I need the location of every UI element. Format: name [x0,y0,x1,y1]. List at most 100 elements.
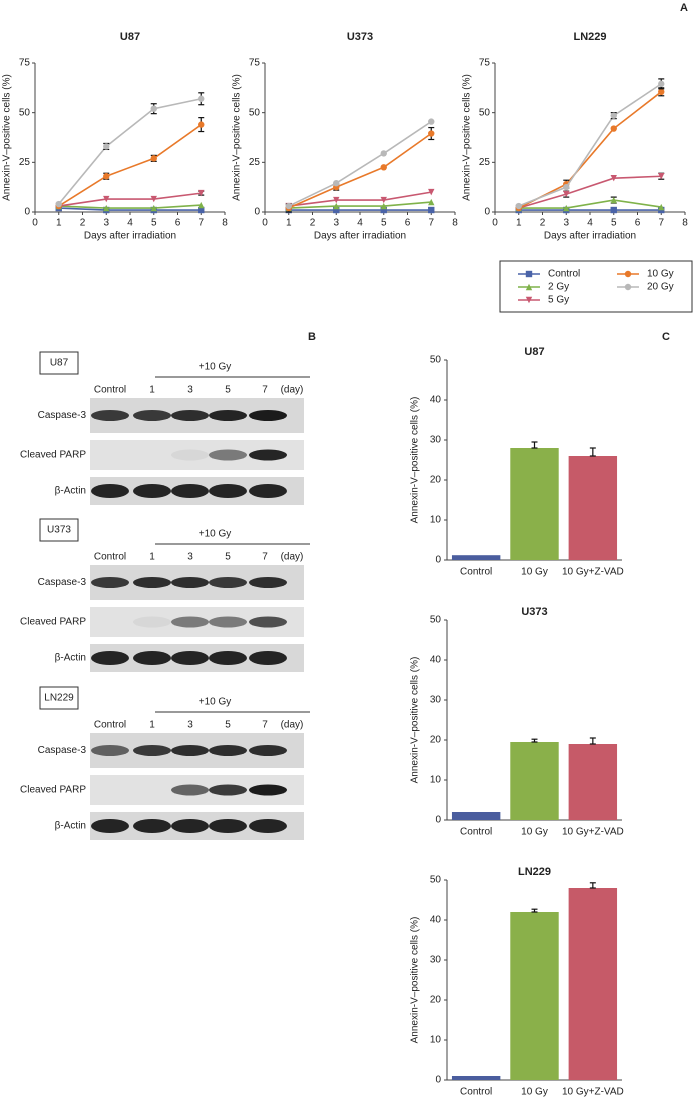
legend-label: 2 Gy [548,282,569,293]
marker [428,118,435,125]
x-tick-label: 10 Gy+Z-VAD [562,567,624,578]
marker [428,206,435,214]
lane-label: 3 [187,720,193,731]
y-tick-label: 0 [435,555,441,566]
marker [380,196,387,204]
y-tick-label: 25 [19,157,31,168]
x-axis-label: Days after irradiation [84,231,176,242]
bar [568,744,618,820]
x-tick-label: 3 [333,218,339,229]
blot-band [171,577,209,588]
blot-band [171,651,209,665]
series-line [58,192,202,207]
marker [198,95,205,102]
legend-box [499,260,693,313]
marker [658,80,665,88]
error-bar [589,737,596,745]
y-tick-label: 50 [430,875,442,886]
marker [285,202,292,210]
marker [610,125,617,132]
x-tick-label: 10 Gy [521,827,548,838]
blot-band [209,784,247,796]
cell-line-label: U373 [47,525,71,536]
marker [333,179,340,187]
blot-band [171,410,209,421]
lane-label: (day) [281,552,304,563]
chart-title: U373 [521,606,547,618]
marker [610,206,617,214]
bar [451,555,501,560]
x-axis-label: Days after irradiation [544,231,636,242]
marker [428,198,435,206]
x-tick-label: 6 [175,218,181,229]
chart-title: LN229 [573,31,606,43]
blot-band [249,577,287,588]
marker [103,143,110,150]
lane-label: 3 [187,385,193,396]
lane-label: 7 [262,552,268,563]
blot-band [133,577,171,588]
series-line [58,123,202,207]
cell-line-box [39,518,79,542]
x-axis-label: Days after irradiation [314,231,406,242]
cell-line-label: LN229 [44,693,74,704]
blot-band [171,616,209,628]
blot-band [133,819,171,833]
row-label: β-Actin [55,653,86,664]
y-tick-label: 50 [430,355,442,366]
y-tick-label: 20 [430,995,442,1006]
y-tick-label: 50 [430,615,442,626]
x-tick-label: 7 [198,218,204,229]
marker [610,112,617,119]
treatment-label: +10 Gy [199,529,232,540]
legend-label: 5 Gy [548,295,569,306]
x-tick-label: 6 [405,218,411,229]
bar [451,1076,501,1080]
blot-band [133,410,171,421]
y-axis-label: Annexin-V–positive cells (%) [232,74,243,201]
lane-label: 5 [225,552,231,563]
lane-label: 1 [149,552,155,563]
row-label: Cleaved PARP [20,617,86,628]
x-tick-label: 10 Gy [521,567,548,578]
lane-label: 5 [225,385,231,396]
y-tick-label: 75 [19,58,31,69]
blot-band [249,784,287,796]
series-line [58,204,202,209]
series-line [518,91,662,209]
bar [568,456,618,560]
y-tick-label: 75 [249,58,261,69]
blot-band [209,449,247,461]
marker [333,202,340,210]
error-bar [589,447,596,457]
x-tick-label: 2 [540,218,546,229]
x-tick-label: 0 [262,218,268,229]
lane-label: 1 [149,720,155,731]
lane-label: 7 [262,385,268,396]
marker [198,189,205,197]
series-line [58,207,202,211]
marker [610,175,617,182]
legend-label: 10 Gy [647,269,674,280]
legend-label: Control [548,269,580,280]
blot-band [249,651,287,665]
marker [150,105,157,112]
blot-band [171,484,209,498]
blot-band [249,449,287,461]
chart-title: U373 [347,31,373,43]
y-tick-label: 20 [430,735,442,746]
x-tick-label: 6 [635,218,641,229]
marker [624,283,632,291]
x-tick-label: Control [460,827,492,838]
marker [525,283,533,291]
x-tick-label: 2 [80,218,86,229]
marker [103,204,110,212]
bar [510,912,559,1080]
y-tick-label: 25 [479,157,491,168]
y-tick-label: 30 [430,955,442,966]
y-tick-label: 10 [430,515,442,526]
bar [510,742,559,820]
lane-label: Control [94,385,126,396]
series-line [58,97,202,205]
